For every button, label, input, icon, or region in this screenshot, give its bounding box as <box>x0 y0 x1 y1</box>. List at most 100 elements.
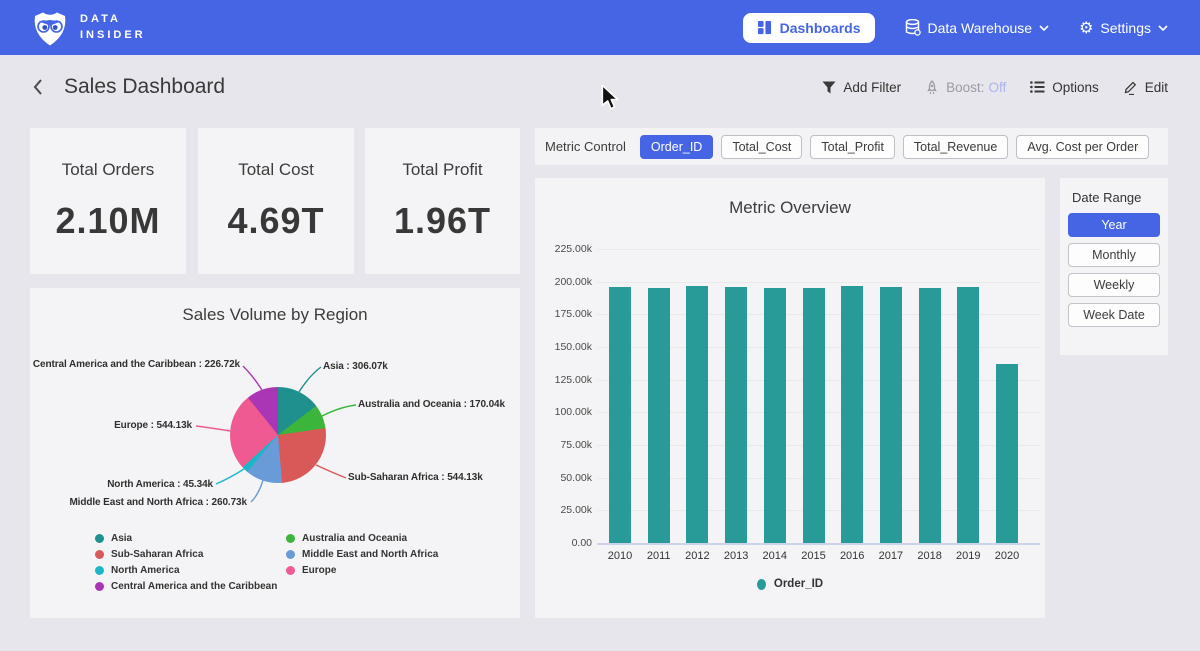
kpi-value: 2.10M <box>55 200 160 242</box>
list-options-icon <box>1030 81 1045 93</box>
legend-dot <box>286 534 295 543</box>
x-axis-tick: 2010 <box>598 550 642 562</box>
legend-dot <box>286 566 295 575</box>
gridline <box>597 249 1040 250</box>
bar-2013[interactable] <box>725 287 747 543</box>
add-filter-label: Add Filter <box>843 80 901 95</box>
kpi-card-total-profit: Total Profit 1.96T <box>365 128 520 274</box>
settings-label: Settings <box>1100 20 1151 36</box>
kpi-value: 4.69T <box>227 200 324 242</box>
header-actions: Add Filter Boost: Off Options <box>822 80 1168 95</box>
gridline <box>597 282 1040 283</box>
options-label: Options <box>1052 80 1099 95</box>
add-filter-button[interactable]: Add Filter <box>822 80 901 95</box>
boost-toggle[interactable]: Boost: Off <box>925 80 1006 95</box>
pie-legend-item[interactable]: North America <box>95 565 277 576</box>
kpi-card-total-orders: Total Orders 2.10M <box>30 128 186 274</box>
data-warehouse-menu[interactable]: Data Warehouse <box>905 19 1050 36</box>
kpi-label: Total Profit <box>402 160 482 180</box>
edit-label: Edit <box>1145 80 1168 95</box>
bar-chart-panel: Metric Overview 225.00k200.00k175.00k150… <box>535 178 1045 618</box>
pie-legend-item[interactable]: Middle East and North Africa <box>286 549 438 560</box>
y-axis-tick: 75.00k <box>535 439 592 451</box>
metric-option-avg-cost-per-order[interactable]: Avg. Cost per Order <box>1016 135 1149 159</box>
kpi-label: Total Orders <box>62 160 155 180</box>
legend-dot <box>95 534 104 543</box>
bar-2010[interactable] <box>609 287 631 543</box>
x-axis-tick: 2020 <box>985 550 1029 562</box>
y-axis-tick: 100.00k <box>535 406 592 418</box>
date-range-option-monthly[interactable]: Monthly <box>1068 243 1160 267</box>
gridline <box>597 543 1040 545</box>
y-axis-tick: 125.00k <box>535 374 592 386</box>
boost-label: Boost: <box>946 80 984 95</box>
pie-slice-label: North America : 45.34k <box>107 479 213 490</box>
back-button[interactable] <box>28 74 48 100</box>
bar-2011[interactable] <box>648 288 670 543</box>
dashboards-button[interactable]: Dashboards <box>743 13 875 43</box>
settings-menu[interactable]: ⚙ Settings <box>1079 20 1168 36</box>
metric-option-order-id[interactable]: Order_ID <box>640 135 713 159</box>
pie-chart[interactable] <box>230 387 326 483</box>
pie-slice-label: Asia : 306.07k <box>323 361 388 372</box>
page-title: Sales Dashboard <box>64 75 225 99</box>
legend-label: North America <box>111 565 180 576</box>
pie-legend-item[interactable]: Europe <box>286 565 438 576</box>
top-navbar: DATA INSIDER Dashboards D <box>0 0 1200 55</box>
legend-label: Sub-Saharan Africa <box>111 549 203 560</box>
kpi-label: Total Cost <box>238 160 314 180</box>
legend-label: Europe <box>302 565 336 576</box>
legend-label: Asia <box>111 533 132 544</box>
x-axis-tick: 2019 <box>946 550 990 562</box>
metric-option-total-cost[interactable]: Total_Cost <box>721 135 802 159</box>
y-axis-tick: 25.00k <box>535 504 592 516</box>
metric-control-bar: Metric Control Order_IDTotal_CostTotal_P… <box>535 128 1168 165</box>
pie-chart-title: Sales Volume by Region <box>30 305 520 325</box>
navbar-right: Dashboards Data Warehouse ⚙ Settings <box>743 13 1168 43</box>
edit-button[interactable]: Edit <box>1123 80 1168 95</box>
date-range-option-year[interactable]: Year <box>1068 213 1160 237</box>
dashboards-label: Dashboards <box>780 20 861 36</box>
date-range-option-weekly[interactable]: Weekly <box>1068 273 1160 297</box>
y-axis-tick: 150.00k <box>535 341 592 353</box>
bar-2015[interactable] <box>803 288 825 543</box>
bar-2016[interactable] <box>841 286 863 543</box>
pie-legend-column-2: Australia and Oceania Middle East and Nor… <box>286 533 438 576</box>
options-button[interactable]: Options <box>1030 80 1099 95</box>
bar-2018[interactable] <box>919 288 941 543</box>
x-axis-tick: 2016 <box>830 550 874 562</box>
bar-2019[interactable] <box>957 287 979 543</box>
pie-legend-item[interactable]: Central America and the Caribbean <box>95 581 277 592</box>
pie-legend-item[interactable]: Asia <box>95 533 277 544</box>
gear-icon: ⚙ <box>1079 20 1093 36</box>
y-axis-tick: 0.00 <box>535 537 592 549</box>
data-warehouse-label: Data Warehouse <box>928 20 1033 36</box>
pie-slice-label: Australia and Oceania : 170.04k <box>358 399 505 410</box>
legend-label: Order_ID <box>774 578 823 590</box>
chevron-down-icon <box>1158 25 1168 31</box>
x-axis-tick: 2018 <box>908 550 952 562</box>
pie-legend-column-1: Asia Sub-Saharan Africa North America Centr… <box>95 533 277 592</box>
legend-label: Middle East and North Africa <box>302 549 438 560</box>
date-range-panel: Date Range YearMonthlyWeeklyWeek Date <box>1060 178 1168 355</box>
metric-option-total-profit[interactable]: Total_Profit <box>810 135 895 159</box>
bar-2017[interactable] <box>880 287 902 543</box>
date-range-options: Year Monthly Weekly Week Date <box>1068 213 1160 327</box>
filter-funnel-icon <box>822 81 836 94</box>
bar-2014[interactable] <box>764 288 786 543</box>
bar-chart-title: Metric Overview <box>535 198 1045 218</box>
y-axis-tick: 50.00k <box>535 472 592 484</box>
rocket-icon <box>925 80 939 95</box>
metric-options: Order_ID Total_Cost Total_Profit Total_Reve… <box>640 135 1149 159</box>
x-axis-tick: 2013 <box>714 550 758 562</box>
dashboard-header: Sales Dashboard Add Filter Boost: Off <box>0 55 1200 119</box>
legend-label: Australia and Oceania <box>302 533 407 544</box>
date-range-option-week-date[interactable]: Week Date <box>1068 303 1160 327</box>
bar-2012[interactable] <box>686 286 708 543</box>
legend-label: Central America and the Caribbean <box>111 581 277 592</box>
pie-legend-item[interactable]: Sub-Saharan Africa <box>95 549 277 560</box>
pie-slice-label: Europe : 544.13k <box>114 420 192 431</box>
pie-legend-item[interactable]: Australia and Oceania <box>286 533 438 544</box>
metric-option-total-revenue[interactable]: Total_Revenue <box>903 135 1008 159</box>
bar-2020[interactable] <box>996 364 1018 543</box>
